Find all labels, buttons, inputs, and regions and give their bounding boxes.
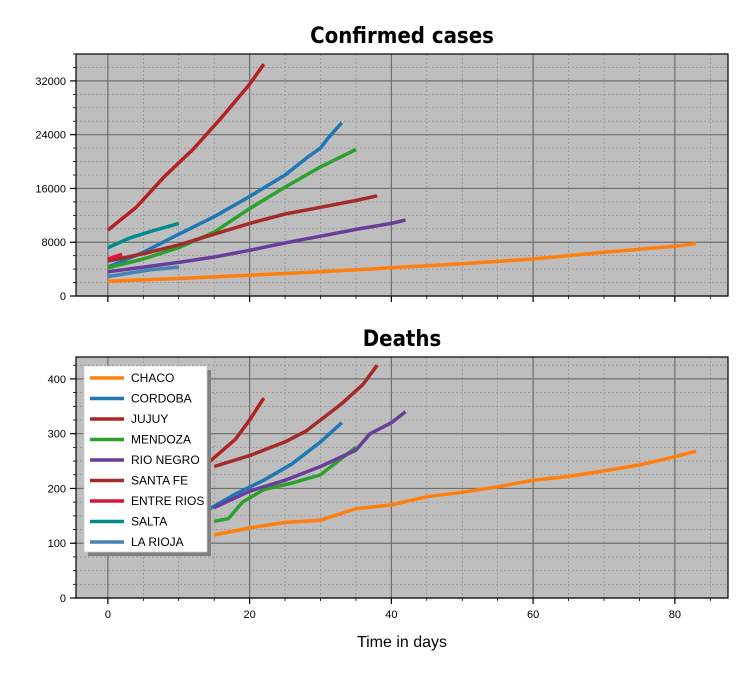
confirmed-cases-panel: 0 8000 16000 24000 32000 Confirmed cases xyxy=(35,24,729,303)
y-tick-label: 24000 xyxy=(35,130,66,142)
x-tick-label: 60 xyxy=(527,609,539,621)
legend-entry: SANTA FE xyxy=(131,474,188,488)
x-tick-label: 20 xyxy=(244,609,256,621)
axes-frame xyxy=(75,53,729,297)
legend-entry: LA RIOJA xyxy=(131,535,184,549)
series-line-santa-fe xyxy=(213,364,379,469)
chart-title: Confirmed cases xyxy=(310,24,494,49)
x-axis-label: Time in days xyxy=(357,634,447,651)
x-tick-label: 80 xyxy=(669,609,681,621)
series-line-salta xyxy=(107,221,180,250)
y-tick-label: 100 xyxy=(48,538,66,550)
series-line-cordoba xyxy=(107,121,344,269)
series-line-rio-negro xyxy=(213,410,407,510)
series-line-la-rioja xyxy=(107,265,179,279)
series-line-rio-negro xyxy=(107,218,406,274)
y-tick-label: 200 xyxy=(48,483,66,495)
y-tick-label: 32000 xyxy=(35,76,66,88)
x-tick-label: 40 xyxy=(385,609,397,621)
y-tick-label: 8000 xyxy=(42,237,66,249)
series-line-cordoba xyxy=(206,421,343,512)
legend-entry: CHACO xyxy=(131,371,174,385)
chart-title: Deaths xyxy=(363,327,442,352)
legend-entry: RIO NEGRO xyxy=(131,453,200,467)
x-tick-label: 0 xyxy=(105,609,111,621)
axes-frame xyxy=(75,356,729,599)
legend-entry: JUJUY xyxy=(131,412,168,426)
legend-entry: MENDOZA xyxy=(131,433,191,447)
deaths-panel: 0 20 40 60 80 0 100 200 300 400 Deaths CHACO CORDOBA… xyxy=(48,327,729,621)
series-line-mendoza xyxy=(107,147,357,270)
series-line-mendoza xyxy=(213,446,357,524)
y-tick-label: 300 xyxy=(48,429,66,441)
series-line-chaco xyxy=(107,241,697,283)
legend-entry: CORDOBA xyxy=(131,392,192,406)
y-tick-label: 16000 xyxy=(35,183,66,195)
legend: CHACO CORDOBA JUJUY MENDOZA RIO NEGRO SANTA F… xyxy=(83,365,211,556)
y-tick-label: 0 xyxy=(60,291,66,303)
series-line-jujuy xyxy=(205,397,266,466)
series-line-entre-rios xyxy=(107,252,123,261)
series-line-jujuy xyxy=(106,63,266,232)
y-tick-label: 0 xyxy=(60,593,66,605)
series-line-chaco xyxy=(213,449,697,537)
legend-entry: ENTRE RIOS xyxy=(131,494,204,508)
series-line-santa-fe xyxy=(107,194,378,263)
legend-entry: SALTA xyxy=(131,515,167,529)
y-tick-label: 400 xyxy=(48,374,66,386)
